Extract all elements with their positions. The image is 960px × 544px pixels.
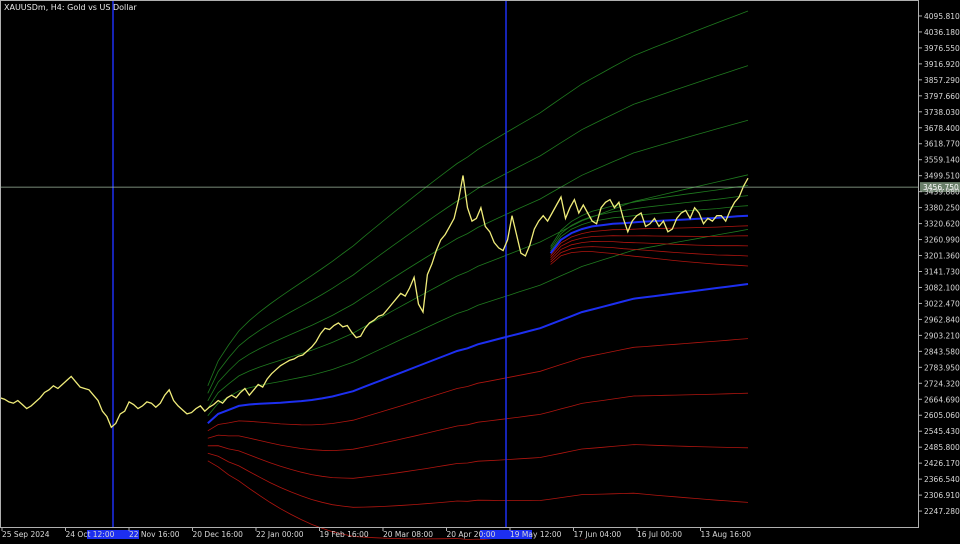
y-tick-label: 2843.580 [924,347,960,356]
upper-band-main [207,10,749,386]
x-tick-label: 17 Jun 04:00 [574,530,622,539]
y-tick-label: 3082.100 [924,283,960,292]
x-tick-label: 22 Nov 16:00 [129,530,180,539]
y-tick-label: 3141.730 [924,268,960,277]
y-tick-label: 2485.800 [924,443,960,452]
y-tick-label: 3976.550 [924,44,960,53]
upper-band-main [207,65,749,394]
x-tick-label: 22 Jan 00:00 [256,530,304,539]
symbol-title: XAUUSDm, H4: Gold vs US Dollar [4,3,137,12]
y-tick-label: 3022.470 [924,299,960,308]
y-tick-label: 3320.620 [924,220,960,229]
y-tick-label: 2426.170 [924,459,960,468]
y-tick-label: 2605.060 [924,411,960,420]
deviation-bands [207,10,749,544]
y-tick-label: 2545.430 [924,427,960,436]
y-tick-label: 3916.920 [924,60,960,69]
lower-band-main [207,460,652,544]
y-tick-label: 4036.180 [924,28,960,37]
lower-band-main [207,452,749,508]
upper-band-recent [550,185,749,247]
anchor-lines [87,0,532,539]
upper-band-recent [550,195,749,249]
y-tick-label: 3380.250 [924,204,960,213]
y-tick-label: 2306.910 [924,491,960,500]
lower-band-recent [550,235,749,258]
lower-band-recent [550,225,749,256]
x-tick-label: 20 Apr 20:00 [447,530,496,539]
price-series [0,175,749,429]
x-tick-label: 20 Mar 08:00 [383,530,433,539]
anchor-date-tag [87,530,139,539]
plot-frame [0,0,919,528]
y-tick-label: 2664.690 [924,395,960,404]
y-axis: 4095.810 4036.180 3976.550 3916.920 3857.290… [918,12,960,516]
lower-band-recent [550,241,749,261]
vwap-main-line [207,283,749,425]
y-tick-label: 2962.840 [924,315,960,324]
y-tick-label: 2783.950 [924,363,960,372]
upper-band-main [207,119,749,401]
y-tick-label: 3201.360 [924,252,960,261]
x-tick-label: 19 May 12:00 [510,530,562,539]
upper-band-main [207,174,749,409]
y-tick-label: 3738.030 [924,108,960,117]
y-tick-label: 2903.210 [924,331,960,340]
y-tick-label: 3618.770 [924,140,960,149]
y-tick-label: 2724.320 [924,379,960,388]
x-tick-label: 24 Oct 12:00 [66,530,115,539]
y-tick-label: 3857.290 [924,76,960,85]
y-tick-label: 2247.280 [924,507,960,516]
lower-band-main [207,392,749,452]
x-axis: 25 Sep 2024 24 Oct 12:00 22 Nov 16:00 20 De… [1,527,752,539]
upper-band-main [207,229,749,417]
y-tick-label: 3499.510 [924,172,960,181]
price-line [0,175,749,429]
anchor-date-tag [480,530,532,539]
y-tick-label: 2366.540 [924,475,960,484]
x-tick-label: 19 Feb 16:00 [320,530,369,539]
y-tick-label: 3678.400 [924,124,960,133]
crosshair-price-label: 3456.750 [923,183,959,192]
lower-band-recent [550,246,749,263]
lower-band-main [207,444,749,479]
y-tick-label: 3439.880 [924,188,960,197]
x-tick-label: 13 Aug 16:00 [701,530,752,539]
lower-band-recent [550,251,749,267]
x-tick-label: 20 Dec 16:00 [193,530,244,539]
lower-band-main [207,338,749,432]
y-tick-label: 3260.990 [924,236,960,245]
upper-band-recent [550,205,749,252]
y-tick-label: 3797.660 [924,92,960,101]
crosshair-price-tag [920,182,960,193]
crosshair: 3456.750 [0,182,960,193]
x-tick-label: 16 Jul 00:00 [637,530,682,539]
vwap-lines [207,214,749,425]
y-tick-label: 4095.810 [924,12,960,21]
y-tick-label: 3559.140 [924,156,960,165]
x-tick-label: 25 Sep 2024 [2,530,50,539]
